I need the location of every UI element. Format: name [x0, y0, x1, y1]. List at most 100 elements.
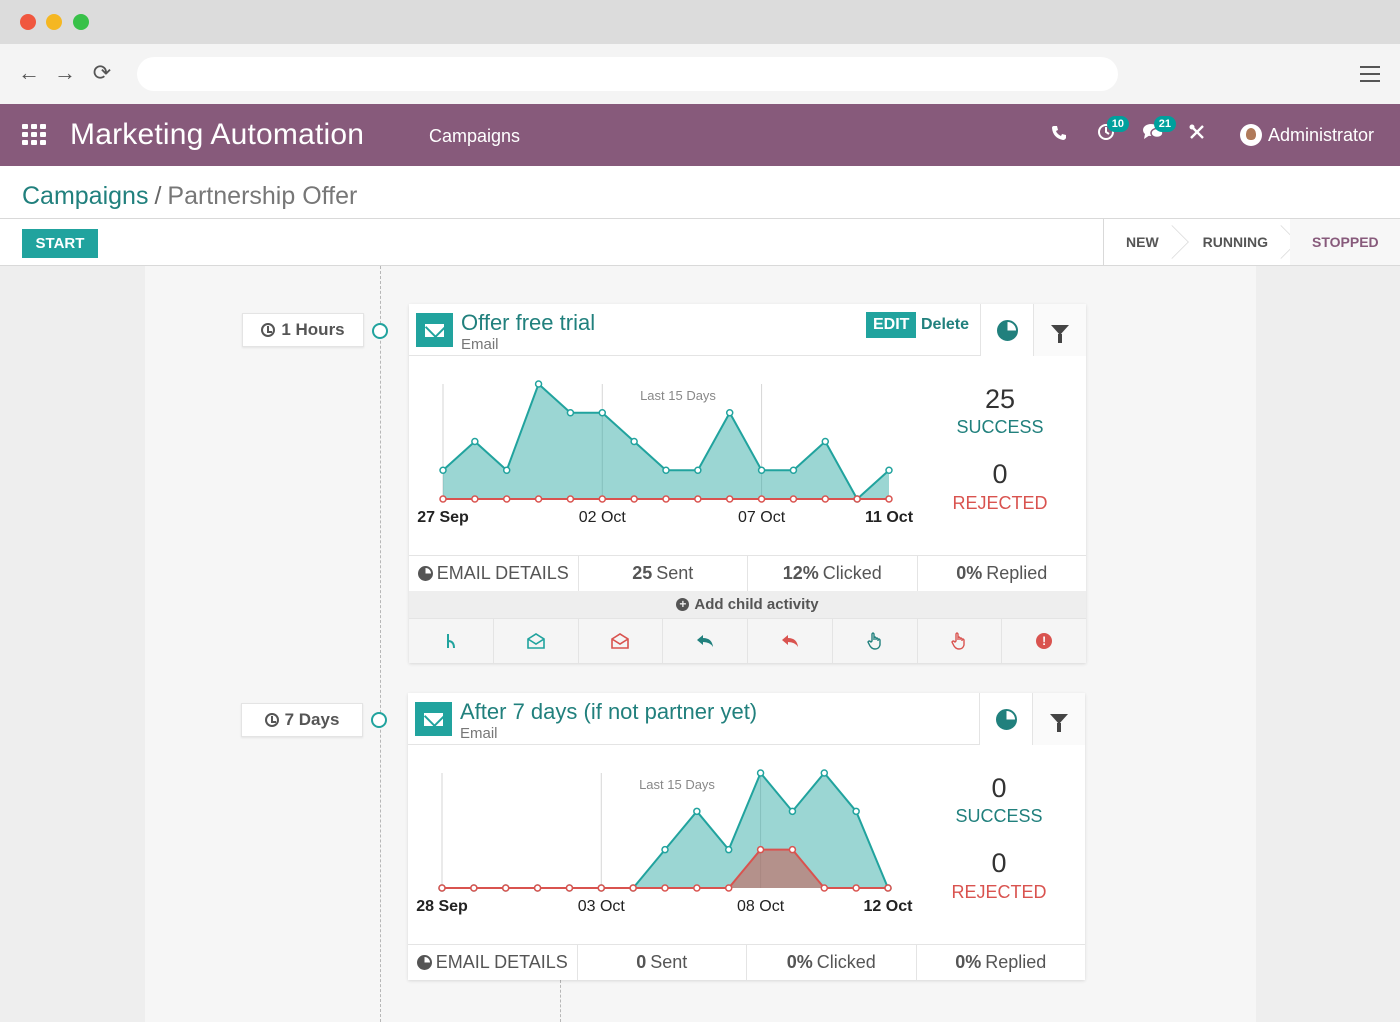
- sent-stat[interactable]: 0 Sent: [578, 945, 747, 980]
- trigger-label: 1 Hours: [281, 320, 345, 339]
- filter-tab[interactable]: [1032, 693, 1085, 745]
- data-point: [534, 495, 543, 503]
- data-point: [661, 884, 669, 892]
- branch-icon[interactable]: [409, 619, 494, 663]
- data-point: [789, 495, 798, 503]
- chart-caption: Last 15 Days: [639, 777, 715, 792]
- browser-titlebar: [0, 0, 1400, 44]
- browser-toolbar: ← → ⟳: [0, 44, 1400, 104]
- replied-icon[interactable]: [663, 619, 748, 663]
- data-point: [566, 495, 575, 503]
- activity-card: After 7 days (if not partner yet) Email …: [408, 693, 1085, 980]
- clicked-stat[interactable]: 12% Clicked: [748, 556, 918, 591]
- data-point: [725, 409, 734, 417]
- details-label: EMAIL DETAILS: [435, 952, 568, 972]
- forward-button[interactable]: →: [54, 60, 76, 85]
- delete-button[interactable]: Delete: [921, 316, 970, 333]
- browser-menu-icon[interactable]: [1360, 66, 1380, 82]
- data-point: [629, 884, 637, 892]
- clicked-stat[interactable]: 0% Clicked: [747, 945, 917, 980]
- data-point: [757, 466, 766, 474]
- sent-label: Sent: [650, 952, 688, 972]
- data-point: [821, 495, 830, 503]
- activity-title[interactable]: After 7 days (if not partner yet): [460, 699, 758, 724]
- success-count: 0: [991, 773, 1007, 803]
- tools-icon[interactable]: [1184, 122, 1210, 148]
- breadcrumb-campaigns-link[interactable]: Campaigns: [22, 182, 149, 210]
- sent-stat[interactable]: 25 Sent: [579, 556, 748, 591]
- filter-tab[interactable]: [1033, 304, 1086, 356]
- user-menu[interactable]: Administrator: [1240, 124, 1374, 146]
- phone-icon[interactable]: [1046, 122, 1072, 148]
- timeline-line: [380, 266, 381, 1022]
- pie-chart-icon: [995, 708, 1017, 730]
- app-navbar: Marketing Automation Campaigns 10 21 Adm…: [0, 104, 1400, 166]
- data-point: [789, 466, 798, 474]
- not-clicked-icon[interactable]: [918, 619, 1003, 663]
- data-point: [661, 845, 669, 854]
- reload-button[interactable]: ⟳: [92, 60, 112, 85]
- bounced-icon[interactable]: !: [1002, 619, 1086, 663]
- clicked-value: 12%: [782, 563, 819, 583]
- breadcrumb-separator: /: [154, 182, 162, 210]
- filter-icon: [1050, 714, 1068, 732]
- data-point: [598, 495, 607, 503]
- add-child-activity-button[interactable]: + Add child activity: [409, 591, 1086, 618]
- trigger-label: 7 Days: [284, 710, 340, 729]
- data-point: [565, 884, 574, 892]
- data-point: [662, 466, 670, 474]
- data-point: [471, 495, 479, 503]
- email-details-button[interactable]: EMAIL DETAILS: [408, 945, 578, 980]
- data-point: [694, 495, 702, 503]
- mail-opened-icon[interactable]: [494, 619, 579, 663]
- details-row: EMAIL DETAILS 0 Sent 0% Clicked 0% Replied: [408, 944, 1085, 980]
- x-tick-label: 12 Oct: [864, 898, 914, 915]
- edit-button[interactable]: EDIT: [866, 312, 917, 338]
- clock-icon[interactable]: 10: [1093, 116, 1129, 148]
- timeline-node: [371, 712, 387, 728]
- data-point: [852, 807, 860, 816]
- app-title: Marketing Automation: [70, 118, 365, 151]
- stage-new[interactable]: NEW: [1104, 219, 1181, 265]
- graph-tab[interactable]: [980, 304, 1033, 356]
- replied-label: Replied: [985, 952, 1047, 972]
- status-toolbar: START NEW RUNNING STOPPED: [0, 219, 1400, 266]
- maximize-window-button[interactable]: [73, 14, 89, 30]
- activity-chart: Last 15 Days 28 Sep 03 Oct 08 Oct 12 Oct: [416, 769, 914, 915]
- clicked-value: 0%: [786, 952, 813, 972]
- replied-stat[interactable]: 0% Replied: [917, 945, 1086, 980]
- activity-header: Offer free trial Email EDIT Delete: [409, 304, 1086, 356]
- stage-running[interactable]: RUNNING: [1181, 219, 1290, 265]
- stage-stopped[interactable]: STOPPED: [1290, 219, 1400, 265]
- data-point: [694, 466, 702, 474]
- data-point: [630, 437, 638, 446]
- close-window-button[interactable]: [20, 14, 36, 30]
- data-point: [852, 884, 860, 892]
- chat-icon[interactable]: 21: [1140, 116, 1176, 148]
- graph-tab[interactable]: [979, 693, 1032, 745]
- replied-stat[interactable]: 0% Replied: [918, 556, 1087, 591]
- clicked-icon[interactable]: [833, 619, 918, 663]
- mail-not-opened-icon[interactable]: [579, 619, 664, 663]
- address-input[interactable]: [137, 57, 1118, 91]
- exclamation-icon: !: [1036, 633, 1053, 649]
- apps-grid-icon[interactable]: [22, 124, 46, 145]
- not-replied-icon[interactable]: [748, 619, 833, 663]
- clicked-label: Clicked: [816, 952, 876, 972]
- trigger-interval: 7 Days: [241, 703, 363, 737]
- email-details-button[interactable]: EMAIL DETAILS: [409, 556, 579, 591]
- data-point: [471, 437, 479, 446]
- chart-caption: Last 15 Days: [640, 388, 716, 403]
- pie-chart-icon: [417, 566, 433, 581]
- activity-title[interactable]: Offer free trial: [461, 310, 596, 335]
- data-point: [757, 495, 766, 503]
- minimize-window-button[interactable]: [46, 14, 62, 30]
- data-point: [788, 807, 797, 816]
- series-area: [442, 849, 888, 888]
- sent-value: 25: [632, 563, 653, 583]
- data-point: [885, 466, 893, 474]
- start-button[interactable]: START: [22, 229, 98, 258]
- menu-campaigns[interactable]: Campaigns: [429, 126, 521, 146]
- back-button[interactable]: ←: [18, 60, 40, 85]
- data-point: [598, 409, 607, 417]
